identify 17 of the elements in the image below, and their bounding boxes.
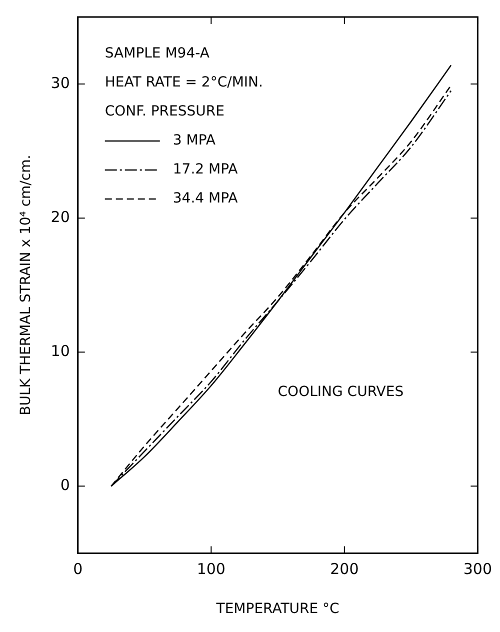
- x-tick-label: 200: [330, 560, 359, 578]
- y-tick-label: 10: [50, 342, 70, 360]
- legend-label: 3 MPA: [172, 132, 216, 149]
- x-tick-label: 100: [196, 560, 226, 578]
- legend-title: CONF. PRESSURE: [104, 104, 224, 120]
- annotation: COOLING CURVES: [278, 384, 404, 400]
- annotation: SAMPLE M94-A: [104, 46, 210, 62]
- y-tick-label: 20: [50, 208, 70, 226]
- x-axis-title: TEMPERATURE °C: [215, 601, 340, 618]
- annotation: HEAT RATE = 2°C/MIN.: [104, 74, 263, 91]
- x-tick-label: 300: [463, 560, 492, 578]
- y-axis-title: BULK THERMAL STRAIN x 10⁴ cm/cm.: [18, 154, 34, 416]
- y-tick-label: 30: [50, 74, 70, 92]
- legend-label: 34.4 MPA: [172, 190, 238, 207]
- y-tick-label: 0: [60, 476, 70, 494]
- x-tick-label: 0: [73, 560, 83, 578]
- legend-label: 17.2 MPA: [172, 162, 238, 178]
